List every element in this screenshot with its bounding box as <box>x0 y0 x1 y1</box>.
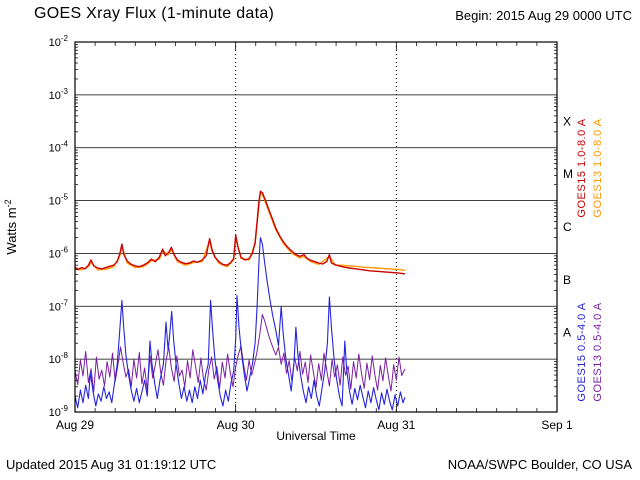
y-tick-label: 10-4 <box>49 140 69 155</box>
series-right-label: GOES15 1.0-8.0 A <box>576 118 588 217</box>
gridlines <box>75 42 557 412</box>
x-axis-title: Universal Time <box>276 429 356 443</box>
updated-timestamp: Updated 2015 Aug 31 01:19:12 UTC <box>6 457 217 472</box>
y-axis-title: Watts m-2 <box>3 199 19 254</box>
flare-class-label: M <box>563 167 573 181</box>
y-tick-label: 10-8 <box>49 351 69 366</box>
begin-value: 2015 Aug 29 0000 UTC <box>496 8 632 23</box>
flare-class-label: A <box>563 326 571 340</box>
page-title: GOES Xray Flux (1-minute data) <box>34 5 275 22</box>
series-right-label: GOES13 0.5-4.0 A <box>592 302 604 401</box>
x-tick-label: Aug 30 <box>217 418 255 432</box>
series-goes13-short <box>75 314 406 393</box>
begin-timestamp: Begin: 2015 Aug 29 0000 UTC <box>451 8 632 23</box>
series-right-label: GOES13 1.0-8.0 A <box>592 118 604 217</box>
x-tick-label: Aug 29 <box>56 418 94 432</box>
y-tick-label: 10-3 <box>49 87 69 102</box>
plot-border <box>74 41 558 413</box>
y-tick-label: 10-7 <box>49 298 69 313</box>
series-goes15-short <box>75 236 406 411</box>
x-tick-label: Aug 31 <box>377 418 415 432</box>
y-tick-label: 10-6 <box>49 245 69 260</box>
series-right-label: GOES15 0.5-4.0 A <box>576 302 588 401</box>
y-tick-label: 10-5 <box>49 193 69 208</box>
axis-ticks <box>74 42 558 412</box>
y-tick-label: 10-2 <box>49 34 69 49</box>
series-goes15-long <box>75 190 406 275</box>
x-tick-label: Sep 1 <box>541 418 573 432</box>
credit-label: NOAA/SWPC Boulder, CO USA <box>447 457 632 472</box>
begin-label: Begin: <box>455 8 493 23</box>
flare-class-label: C <box>563 220 572 234</box>
flare-class-label: B <box>563 273 571 287</box>
y-tick-label: 10-9 <box>49 404 69 419</box>
flare-class-label: X <box>563 114 571 128</box>
series-lines <box>75 190 406 411</box>
series-goes13-long <box>75 192 406 271</box>
